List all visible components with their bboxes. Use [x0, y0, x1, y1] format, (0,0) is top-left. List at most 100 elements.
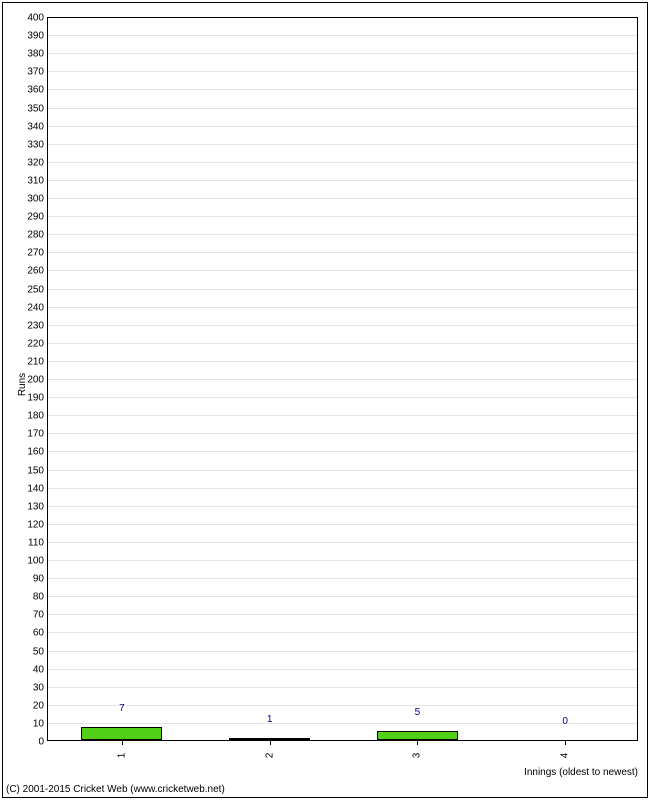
gridline — [48, 216, 637, 217]
bar-value-label: 7 — [119, 703, 125, 714]
gridline — [48, 687, 637, 688]
gridline — [48, 53, 637, 54]
gridline — [48, 669, 637, 670]
y-tick-label: 310 — [27, 175, 44, 186]
gridline — [48, 578, 637, 579]
bar — [229, 738, 310, 740]
y-tick-label: 210 — [27, 356, 44, 367]
gridline — [48, 252, 637, 253]
gridline — [48, 506, 637, 507]
gridline — [48, 379, 637, 380]
gridline — [48, 307, 637, 308]
gridline — [48, 542, 637, 543]
y-tick-label: 100 — [27, 556, 44, 567]
gridline — [48, 270, 637, 271]
y-tick-label: 230 — [27, 320, 44, 331]
copyright-text: (C) 2001-2015 Cricket Web (www.cricketwe… — [6, 784, 225, 795]
chart-container: 0102030405060708090100110120130140150160… — [0, 0, 650, 800]
gridline — [48, 560, 637, 561]
gridline — [48, 524, 637, 525]
y-tick-label: 120 — [27, 519, 44, 530]
x-tick-mark — [270, 740, 271, 745]
y-tick-label: 40 — [33, 664, 44, 675]
y-tick-label: 70 — [33, 610, 44, 621]
y-tick-label: 300 — [27, 194, 44, 205]
x-axis-label: Innings (oldest to newest) — [524, 767, 638, 778]
gridline — [48, 451, 637, 452]
y-tick-label: 20 — [33, 700, 44, 711]
x-tick-label: 1 — [116, 753, 127, 759]
gridline — [48, 361, 637, 362]
gridline — [48, 596, 637, 597]
y-tick-label: 190 — [27, 393, 44, 404]
x-tick-label: 4 — [560, 753, 571, 759]
gridline — [48, 415, 637, 416]
y-tick-label: 320 — [27, 157, 44, 168]
y-tick-label: 240 — [27, 302, 44, 313]
y-tick-label: 390 — [27, 31, 44, 42]
y-tick-label: 340 — [27, 121, 44, 132]
y-tick-label: 90 — [33, 574, 44, 585]
gridline — [48, 289, 637, 290]
y-tick-label: 360 — [27, 85, 44, 96]
bar-value-label: 0 — [562, 716, 568, 727]
y-tick-label: 170 — [27, 429, 44, 440]
x-tick-mark — [122, 740, 123, 745]
y-tick-label: 30 — [33, 682, 44, 693]
gridline — [48, 108, 637, 109]
gridline — [48, 488, 637, 489]
gridline — [48, 35, 637, 36]
gridline — [48, 162, 637, 163]
y-tick-label: 250 — [27, 284, 44, 295]
y-tick-label: 200 — [27, 375, 44, 386]
gridline — [48, 723, 637, 724]
gridline — [48, 144, 637, 145]
gridline — [48, 180, 637, 181]
bar — [377, 731, 458, 740]
x-tick-mark — [417, 740, 418, 745]
x-tick-mark — [565, 740, 566, 745]
y-tick-label: 290 — [27, 212, 44, 223]
y-tick-label: 350 — [27, 103, 44, 114]
gridline — [48, 89, 637, 90]
bar — [81, 727, 162, 740]
x-tick-label: 3 — [412, 753, 423, 759]
gridline — [48, 126, 637, 127]
y-tick-label: 10 — [33, 718, 44, 729]
gridline — [48, 470, 637, 471]
y-tick-label: 60 — [33, 628, 44, 639]
y-tick-label: 260 — [27, 266, 44, 277]
y-tick-label: 370 — [27, 67, 44, 78]
y-tick-label: 330 — [27, 139, 44, 150]
y-tick-label: 180 — [27, 411, 44, 422]
gridline — [48, 614, 637, 615]
gridline — [48, 632, 637, 633]
y-tick-label: 110 — [28, 537, 44, 548]
y-axis-label: Runs — [17, 373, 28, 396]
y-tick-label: 140 — [27, 483, 44, 494]
gridline — [48, 198, 637, 199]
y-tick-label: 150 — [27, 465, 44, 476]
gridline — [48, 343, 637, 344]
y-tick-label: 220 — [27, 338, 44, 349]
gridline — [48, 234, 637, 235]
y-tick-label: 130 — [27, 501, 44, 512]
gridline — [48, 433, 637, 434]
y-tick-label: 380 — [27, 49, 44, 60]
gridline — [48, 705, 637, 706]
y-tick-label: 280 — [27, 230, 44, 241]
y-tick-label: 0 — [38, 737, 44, 748]
y-tick-label: 160 — [27, 447, 44, 458]
gridline — [48, 325, 637, 326]
y-tick-label: 50 — [33, 646, 44, 657]
gridline — [48, 71, 637, 72]
gridline — [48, 397, 637, 398]
x-tick-label: 2 — [264, 753, 275, 759]
y-tick-label: 80 — [33, 592, 44, 603]
y-tick-label: 270 — [27, 248, 44, 259]
y-tick-label: 400 — [27, 13, 44, 24]
gridline — [48, 651, 637, 652]
bar-value-label: 1 — [267, 714, 273, 725]
plot-area: 0102030405060708090100110120130140150160… — [47, 17, 638, 741]
bar-value-label: 5 — [415, 707, 421, 718]
